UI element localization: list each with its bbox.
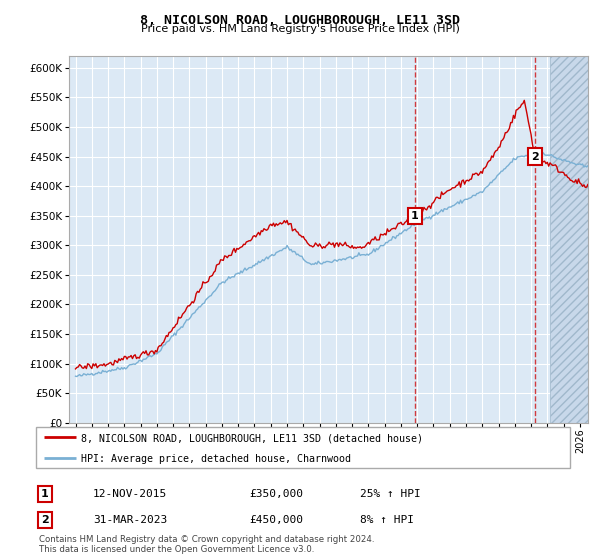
Text: 25% ↑ HPI: 25% ↑ HPI xyxy=(360,489,421,499)
Text: Price paid vs. HM Land Registry's House Price Index (HPI): Price paid vs. HM Land Registry's House … xyxy=(140,24,460,34)
Text: £450,000: £450,000 xyxy=(249,515,303,525)
Text: 1: 1 xyxy=(411,211,419,221)
Text: 1: 1 xyxy=(41,489,49,499)
Text: Contains HM Land Registry data © Crown copyright and database right 2024.: Contains HM Land Registry data © Crown c… xyxy=(39,535,374,544)
Text: This data is licensed under the Open Government Licence v3.0.: This data is licensed under the Open Gov… xyxy=(39,545,314,554)
Text: 12-NOV-2015: 12-NOV-2015 xyxy=(93,489,167,499)
FancyBboxPatch shape xyxy=(36,427,570,468)
Text: 8, NICOLSON ROAD, LOUGHBOROUGH, LE11 3SD: 8, NICOLSON ROAD, LOUGHBOROUGH, LE11 3SD xyxy=(140,14,460,27)
Text: 2: 2 xyxy=(41,515,49,525)
Text: £350,000: £350,000 xyxy=(249,489,303,499)
Bar xyxy=(550,56,588,423)
Text: 8, NICOLSON ROAD, LOUGHBOROUGH, LE11 3SD (detached house): 8, NICOLSON ROAD, LOUGHBOROUGH, LE11 3SD… xyxy=(82,433,424,443)
Text: 31-MAR-2023: 31-MAR-2023 xyxy=(93,515,167,525)
Text: 8% ↑ HPI: 8% ↑ HPI xyxy=(360,515,414,525)
Text: HPI: Average price, detached house, Charnwood: HPI: Average price, detached house, Char… xyxy=(82,454,352,464)
Text: 2: 2 xyxy=(531,152,539,162)
